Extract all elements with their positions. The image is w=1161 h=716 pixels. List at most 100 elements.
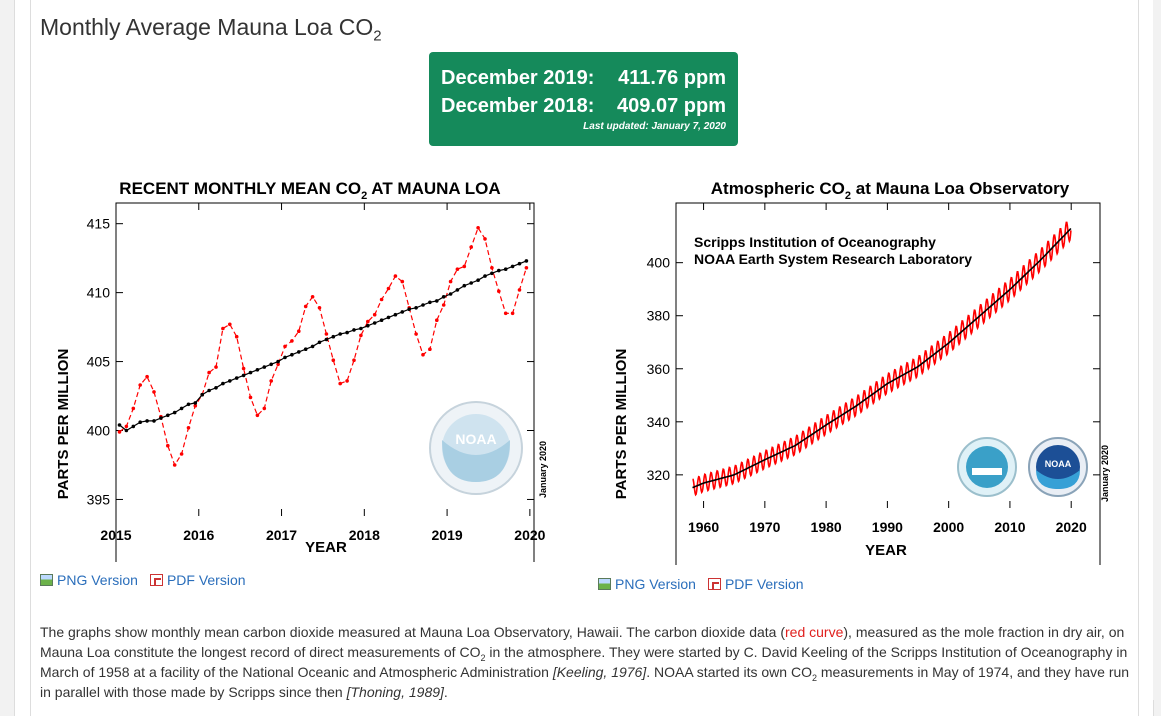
chart1-data-point [428,347,432,351]
chart1-xlabel: YEAR [305,539,347,556]
chart1-data-point [428,300,432,305]
chart1-data-point [303,304,308,309]
previous-row-label: December 2018: [441,95,595,117]
chart1-data-point [310,295,315,299]
chart1-data-point [207,388,211,393]
chart1-data-point [324,332,329,336]
chart1-data-point [517,288,522,292]
chart1-data-point [234,376,239,380]
chart1-data-point [421,352,425,357]
latest-row-label: December 2019: [441,67,595,89]
chart2-xtick-label: 1960 [688,519,719,535]
chart1-data-point [414,306,418,310]
chart2-plot-frame [675,202,1101,565]
chart1-data-point [283,355,287,360]
chart1-data-point [166,413,170,418]
chart1-ytick-label: 405 [87,354,111,370]
chart1-data-point [241,373,246,378]
chart1-data-point [145,419,149,423]
chart1-data-point [303,347,308,351]
right-chart-downloads: PNG Version PDF Version [598,576,804,592]
chart1-data-point [400,310,405,314]
chart1-data-point [441,303,446,307]
chart2-xlabel: YEAR [865,542,907,559]
chart1-data-point [117,430,122,434]
chart1-ytick-label: 410 [87,285,111,301]
right-pdf-link[interactable]: PDF Version [707,576,804,592]
chart1-data-point [262,365,267,369]
chart1-data-point [359,333,363,338]
chart1-data-point [241,366,246,371]
chart1-data-point [441,295,446,299]
left-png-link[interactable]: PNG Version [40,572,138,588]
chart2-xtick-label: 2010 [994,519,1025,535]
chart2-xtick-label: 1990 [872,519,903,535]
citation-thoning: [Thoning, 1989] [346,684,444,700]
svg-text:NOAA: NOAA [1045,459,1072,469]
chart1-data-point [269,362,273,367]
chart2-annotation-scripps: Scripps Institution of Oceanography [694,234,936,250]
chart1-data-point [248,395,253,400]
chart1-data-point [497,289,501,293]
left-pdf-link[interactable]: PDF Version [149,572,246,588]
chart1-data-point [159,416,163,420]
chart1-data-point [517,261,522,266]
chart1-data-point [455,267,460,271]
chart2-xtick-label: 1980 [811,519,842,535]
chart1-data-point [172,410,177,415]
chart1-data-point [193,403,198,408]
chart1-data-point [290,339,294,343]
chart1-xtick-label: 2015 [100,527,131,543]
chart1-data-point [152,419,156,423]
chart1-data-point [117,423,122,427]
chart1-data-point [283,344,287,349]
latest-co2-box: December 2019: 411.76 ppm December 2018:… [429,52,738,146]
chart1-data-point [338,332,343,336]
chart1-data-point [421,303,425,307]
chart1-ylabel: PARTS PER MILLION [55,349,72,500]
chart1-xtick-label: 2017 [266,527,297,543]
chart1-data-point [317,306,322,310]
chart1-data-point [297,350,301,354]
chart1-data-point [510,311,515,316]
chart1-data-point [324,337,329,342]
chart1-data-point [407,307,412,311]
chart1-data-point [483,274,487,278]
chart1-data-point [497,268,501,273]
chart1-data-point [386,315,391,320]
chart1-data-point [221,326,225,331]
chart1-ytick-label: 415 [87,216,111,232]
chart2-ylabel: PARTS PER MILLION [613,349,630,500]
chart1-date-stamp: January 2020 [538,441,548,498]
latest-row-2018: December 2018: 409.07 ppm [441,95,726,118]
chart2-series-trend-line [692,227,1072,489]
chart1-data-point [379,297,384,302]
chart1-data-point [393,274,398,278]
chart1-data-point [276,359,280,364]
pdf-file-icon [707,578,721,590]
chart1-data-point [469,281,474,285]
png-image-icon [598,578,611,590]
chart1-data-point [372,312,377,317]
chart1-data-point [214,365,218,369]
chart1-data-point [179,452,184,456]
chart1-data-point [462,283,467,288]
chart1-plot-frame [115,202,535,562]
chart1-data-point [317,340,322,345]
chart1-xtick-label: 2019 [432,527,463,543]
page-title: Monthly Average Mauna Loa CO2 [40,14,382,45]
chart2-title: Atmospheric CO2 at Mauna Loa Observatory [711,179,1070,202]
chart1-data-point [352,328,356,332]
chart2-annotation-noaa: NOAA Earth System Research Laboratory [694,251,972,267]
chart1-data-point [483,237,487,241]
chart1-data-point [228,379,232,383]
chart1-data-point [228,322,232,327]
chart1-data-point [490,271,494,276]
scrollbar-track[interactable] [1153,0,1161,700]
chart1-data-point [131,406,136,411]
latest-row-2019: December 2019: 411.76 ppm [441,67,726,90]
chart1-data-point [221,381,225,386]
right-png-link[interactable]: PNG Version [598,576,696,592]
chart1-data-point [255,368,260,372]
chart2-ytick-label: 380 [647,308,671,324]
